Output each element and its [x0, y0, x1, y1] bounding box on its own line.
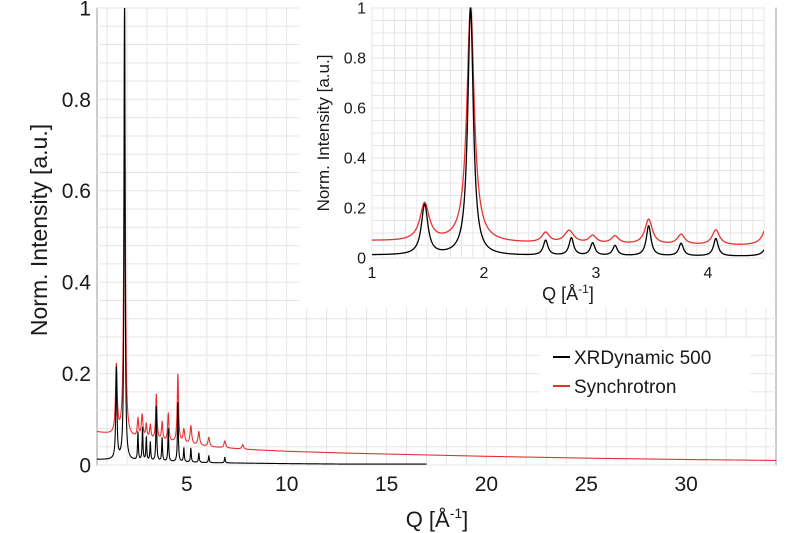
inset-x-tick-label: 3 [592, 265, 601, 282]
inset-x-tick-labels: 1 2 3 4 [368, 265, 713, 282]
main-y-tick-label: 0.6 [62, 180, 91, 203]
inset-x-axis-label: Q [Å-1] [542, 282, 594, 304]
inset-series-line-synchrotron [372, 7, 764, 245]
legend-label-xrdynamic: XRDynamic 500 [574, 348, 711, 369]
main-x-axis-label: Q [Å-1] [406, 505, 469, 532]
inset-y-tick-label: 0.4 [344, 151, 366, 168]
inset-chart: 1 2 3 4 0 0.2 0.4 0.6 0.8 1 Norm. Intensity [a.u… [300, 1, 774, 308]
main-x-tick-labels: 5 10 15 20 25 30 [181, 473, 698, 496]
main-y-tick-label: 0 [79, 454, 91, 477]
inset-x-tick-label: 4 [704, 265, 713, 282]
inset-y-tick-label: 1 [357, 1, 366, 18]
main-series-line-synchrotron [97, 7, 776, 461]
inset-grid [371, 7, 765, 259]
inset-y-tick-label: 0.6 [344, 101, 366, 118]
inset-y-axis-label: Norm. Intensity [a.u.] [314, 55, 333, 212]
main-y-axis-label: Norm. Intensity [a.u.] [26, 124, 52, 336]
inset-series-line-xrdynamic [372, 7, 764, 257]
main-y-tick-label: 0.4 [62, 272, 92, 295]
main-x-tick-label: 30 [674, 473, 697, 496]
main-x-tick-label: 10 [275, 473, 298, 496]
main-series-line-xrdynamic [97, 7, 427, 465]
main-y-tick-label: 0.8 [62, 89, 91, 112]
main-y-tick-label: 0.2 [62, 363, 91, 386]
inset-x-tick-label: 2 [480, 265, 489, 282]
main-x-tick-label: 25 [575, 473, 598, 496]
legend: XRDynamic 500 Synchrotron [540, 338, 750, 408]
main-x-tick-label: 15 [375, 473, 398, 496]
inset-y-tick-label: 0 [357, 251, 366, 268]
main-y-tick-label: 1 [79, 0, 91, 20]
main-y-tick-labels: 0 0.2 0.4 0.6 0.8 1 [62, 0, 92, 477]
main-series [97, 7, 776, 465]
legend-label-synchrotron: Synchrotron [574, 377, 676, 398]
inset-y-tick-label: 0.2 [344, 201, 366, 218]
main-x-tick-label: 5 [181, 473, 193, 496]
inset-y-tick-label: 0.8 [344, 51, 366, 68]
legend-box [540, 338, 750, 408]
inset-y-tick-labels: 0 0.2 0.4 0.6 0.8 1 [344, 1, 366, 268]
inset-x-tick-label: 1 [368, 265, 377, 282]
inset-series [372, 7, 764, 257]
main-x-tick-label: 20 [475, 473, 498, 496]
